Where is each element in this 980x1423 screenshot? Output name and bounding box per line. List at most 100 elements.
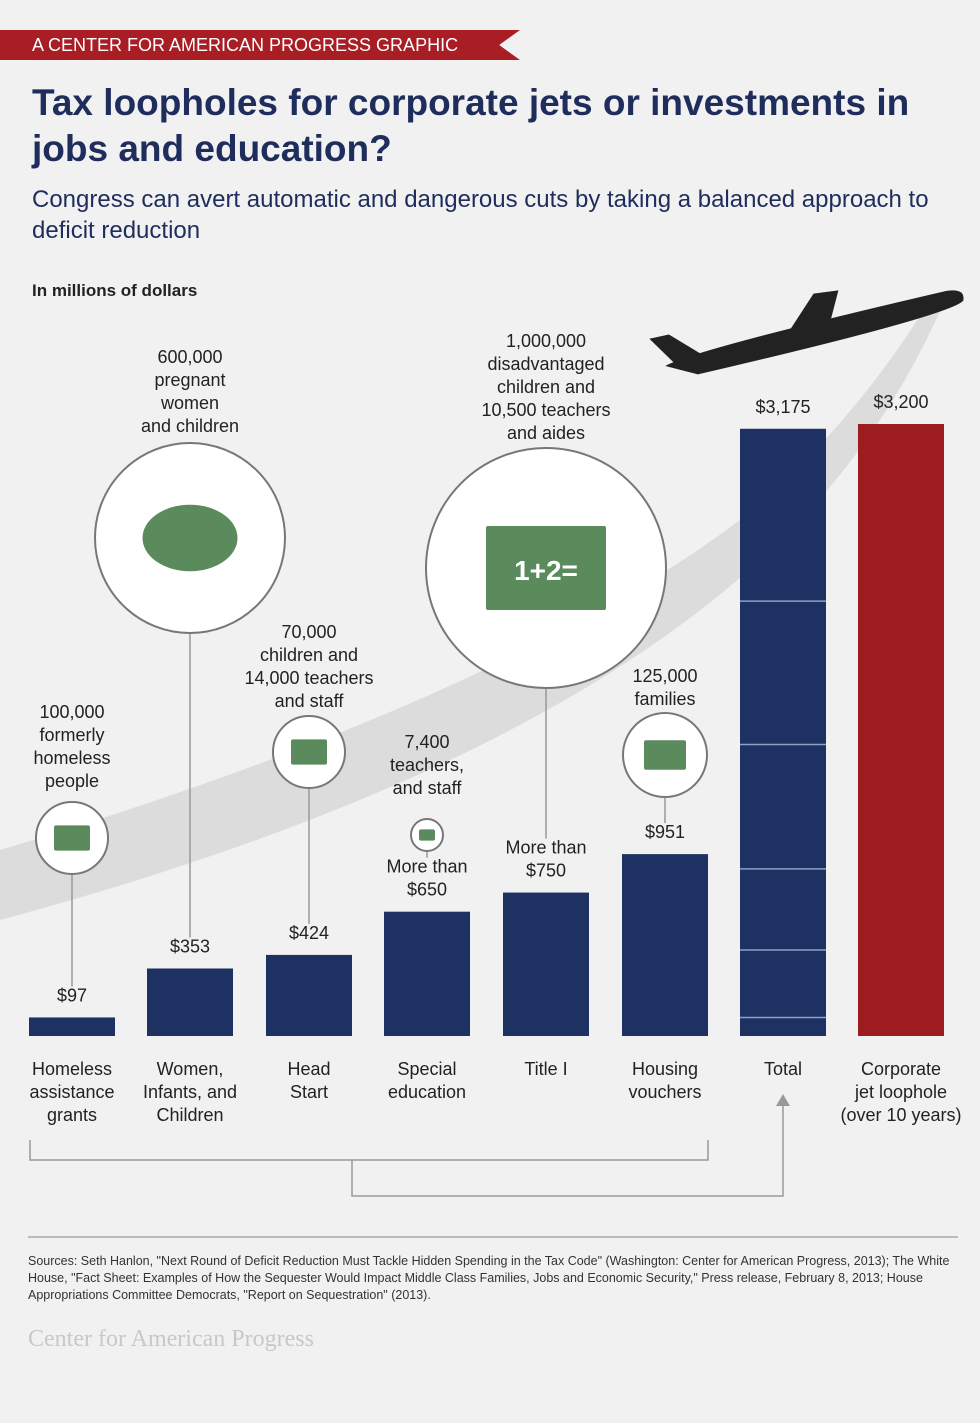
- annotation-text-line: homeless: [33, 748, 110, 768]
- value-label: $3,175: [755, 397, 810, 417]
- annotation-text-line: 100,000: [39, 702, 104, 722]
- value-label: $3,200: [873, 392, 928, 412]
- annotation-text-line: 14,000 teachers: [244, 668, 373, 688]
- value-label-line: $650: [407, 880, 447, 900]
- category-label-line: Special: [397, 1059, 456, 1079]
- category-label-line: Infants, and: [143, 1082, 237, 1102]
- value-label: $951: [645, 822, 685, 842]
- category-label-line: vouchers: [628, 1082, 701, 1102]
- annotation-text: 7,400 teachers, and staff: [390, 732, 464, 798]
- annotation-text-line: and aides: [507, 423, 585, 443]
- pencil-icon: [419, 829, 435, 841]
- annotation-text-line: children and: [260, 645, 358, 665]
- value-label: $97: [57, 985, 87, 1005]
- bar-6: [740, 428, 826, 1036]
- bracket-connector: [29, 1100, 784, 1197]
- book-icon: [291, 739, 327, 765]
- subtitle: Congress can avert automatic and dangero…: [32, 186, 929, 244]
- divider: [28, 1236, 958, 1238]
- value-label: More than $750: [505, 838, 586, 881]
- category-label-line: (over 10 years): [840, 1105, 961, 1125]
- value-label: $353: [170, 936, 210, 956]
- category-label: Corporate jet loophole (over 10 years): [840, 1059, 961, 1125]
- arrow-up-icon: [776, 1094, 790, 1106]
- annotation-text-line: 1,000,000: [506, 331, 586, 351]
- category-label: Special education: [388, 1059, 466, 1102]
- value-label-line: $3,200: [873, 392, 928, 412]
- annotation-text-line: teachers,: [390, 755, 464, 775]
- annotation-text-line: 7,400: [404, 732, 449, 752]
- annotation-text-line: 70,000: [281, 622, 336, 642]
- category-label-line: Children: [156, 1105, 223, 1125]
- category-label: Title I: [524, 1059, 567, 1079]
- annotation-text-line: 10,500 teachers: [481, 400, 610, 420]
- annotation-text: 70,000 children and 14,000 teachers and sta…: [244, 622, 373, 711]
- category-label-line: Total: [764, 1059, 802, 1079]
- category-label-line: Housing: [632, 1059, 698, 1079]
- plane-tail: [649, 334, 705, 364]
- category-label-line: assistance: [29, 1082, 114, 1102]
- bar-chart: $97 Homeless assistance grants $353 Women, Inf…: [0, 290, 964, 1197]
- annotation-text: 1,000,000 disadvantaged children and 10,500…: [481, 331, 610, 443]
- category-label-line: Corporate: [861, 1059, 941, 1079]
- bar-2: [266, 954, 352, 1036]
- plane-wing: [782, 290, 839, 342]
- plate-fork-knife-icon: [142, 504, 238, 572]
- bar-5: [622, 854, 708, 1036]
- chalkboard-icon: [486, 526, 606, 610]
- category-label: Women, Infants, and Children: [143, 1059, 237, 1125]
- category-label-line: Homeless: [32, 1059, 112, 1079]
- annotation-text-line: families: [634, 689, 695, 709]
- annotation-text-line: disadvantaged: [487, 354, 604, 374]
- chalkboard-text: 1+2=: [514, 555, 578, 586]
- annotation-text: 100,000 formerly homeless people: [33, 702, 110, 791]
- category-label-line: Women,: [157, 1059, 224, 1079]
- category-label: Head Start: [287, 1059, 330, 1102]
- annotation-text-line: 125,000: [632, 666, 697, 686]
- bar-7: [858, 424, 944, 1036]
- value-label: $424: [289, 923, 329, 943]
- annotation-text-line: and children: [141, 416, 239, 436]
- annotation-text-line: formerly: [39, 725, 104, 745]
- value-label-line: $750: [526, 861, 566, 881]
- value-label-line: $424: [289, 923, 329, 943]
- house-icon: [54, 825, 90, 851]
- value-label-line: $3,175: [755, 397, 810, 417]
- value-label-line: More than: [386, 857, 467, 877]
- value-label-line: $951: [645, 822, 685, 842]
- value-label-line: More than: [505, 838, 586, 858]
- category-label: Housing vouchers: [628, 1059, 701, 1102]
- value-label-line: $97: [57, 985, 87, 1005]
- category-label-line: Start: [290, 1082, 328, 1102]
- bar-4: [503, 892, 589, 1036]
- annotation-text: 600,000 pregnant women and children: [141, 347, 239, 436]
- page-title: Tax loopholes for corporate jets or inve…: [32, 82, 910, 169]
- banner: A CENTER FOR AMERICAN PROGRESS GRAPHIC: [0, 30, 520, 60]
- category-label-line: education: [388, 1082, 466, 1102]
- category-label: Homeless assistance grants: [29, 1059, 114, 1125]
- plane-icon: [649, 290, 964, 375]
- category-label-line: jet loophole: [854, 1082, 947, 1102]
- annotation-text-line: children and: [497, 377, 595, 397]
- annotation-text-line: 600,000: [157, 347, 222, 367]
- annotation-text-line: and staff: [393, 778, 463, 798]
- value-label-line: $353: [170, 936, 210, 956]
- value-label: More than $650: [386, 857, 467, 900]
- annotation-text-line: people: [45, 771, 99, 791]
- category-label: Total: [764, 1059, 802, 1079]
- laptop-icon: [644, 740, 686, 770]
- category-label-line: grants: [47, 1105, 97, 1125]
- annotation-text-line: women: [160, 393, 219, 413]
- bar-1: [147, 968, 233, 1036]
- unit-label: In millions of dollars: [32, 281, 198, 300]
- annotation-text-line: pregnant: [154, 370, 225, 390]
- cap-logo: Center for American Progress: [28, 1326, 314, 1352]
- bar-3: [384, 911, 470, 1036]
- bar-0: [29, 1017, 115, 1036]
- category-label-line: Head: [287, 1059, 330, 1079]
- annotation-text: 125,000 families: [632, 666, 697, 709]
- category-label-line: Title I: [524, 1059, 567, 1079]
- sources: Sources: Seth Hanlon, "Next Round of Def…: [28, 1254, 950, 1302]
- annotation-text-line: and staff: [275, 691, 345, 711]
